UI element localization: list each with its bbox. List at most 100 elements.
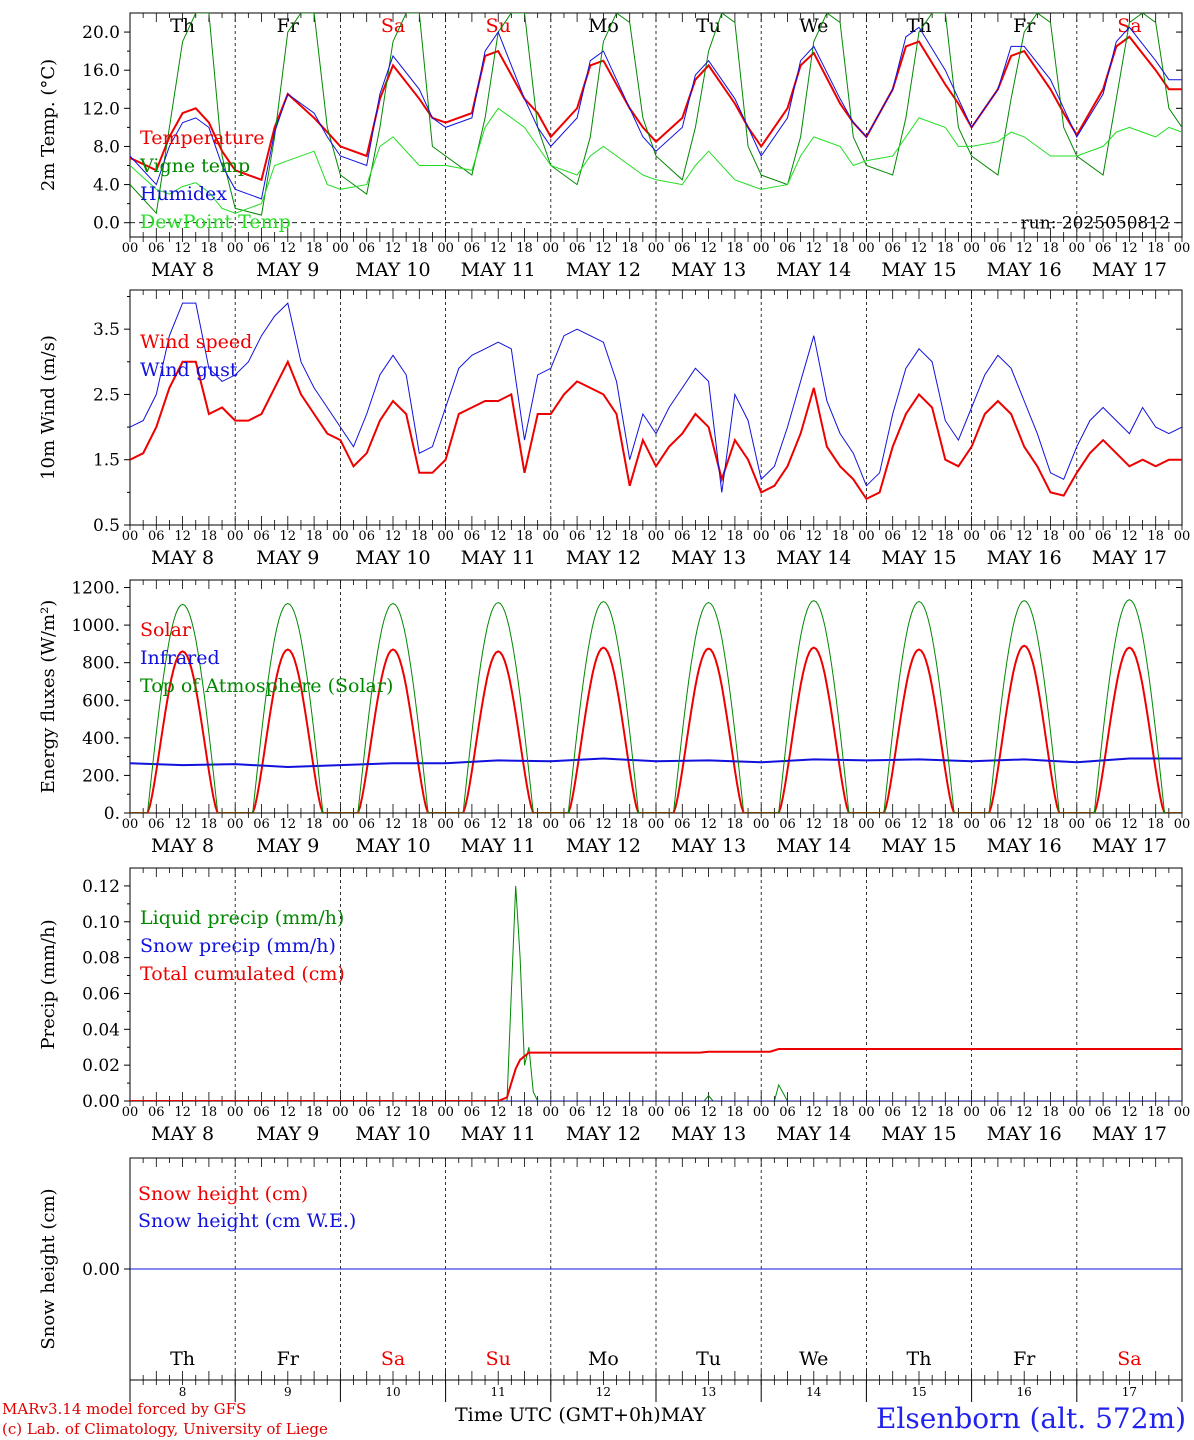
y-tick-label: 0.08 bbox=[82, 949, 120, 969]
x-hour-label: 00 bbox=[1069, 529, 1086, 544]
x-hour-label: 06 bbox=[1095, 241, 1112, 256]
x-hour-label: 18 bbox=[1147, 817, 1164, 832]
x-hour-label: 12 bbox=[280, 529, 297, 544]
x-hour-label: 12 bbox=[1121, 241, 1138, 256]
x-hour-label: 06 bbox=[358, 1105, 375, 1120]
legend-entry: Temperature bbox=[140, 127, 264, 149]
y-tick-label: 0.04 bbox=[82, 1020, 120, 1040]
x-date-label: MAY 16 bbox=[987, 835, 1062, 857]
x-hour-label: 00 bbox=[648, 529, 665, 544]
x-hour-label: 18 bbox=[621, 529, 638, 544]
x-date-label: MAY 12 bbox=[566, 1123, 641, 1145]
y-tick-label: 16.0 bbox=[82, 61, 120, 81]
x-date-label: MAY 17 bbox=[1092, 835, 1167, 857]
y-tick-label: 800. bbox=[82, 654, 120, 674]
x-hour-label: 00 bbox=[332, 529, 349, 544]
x-hour-label: 12 bbox=[174, 241, 191, 256]
x-hour-label: 18 bbox=[201, 817, 218, 832]
series-line bbox=[130, 599, 1182, 813]
x-hour-label: 00 bbox=[227, 817, 244, 832]
x-hour-label: 06 bbox=[358, 241, 375, 256]
x-hour-label: 18 bbox=[201, 529, 218, 544]
x-hour-label: 18 bbox=[1042, 817, 1059, 832]
x-date-label: MAY 13 bbox=[671, 547, 746, 569]
x-date-label: MAY 13 bbox=[671, 835, 746, 857]
x-date-label: MAY 10 bbox=[355, 835, 430, 857]
x-hour-label: 18 bbox=[1042, 1105, 1059, 1120]
x-hour-label: 06 bbox=[569, 529, 586, 544]
y-tick-label: 0.5 bbox=[93, 516, 120, 536]
x-hour-label: 18 bbox=[411, 529, 428, 544]
x-hour-label: 00 bbox=[963, 1105, 980, 1120]
day-name-label: Sa bbox=[1117, 15, 1141, 37]
day-name-label: Sa bbox=[1117, 1348, 1141, 1370]
x-hour-label: 18 bbox=[1147, 241, 1164, 256]
x-hour-label: 12 bbox=[490, 241, 507, 256]
x-date-label: MAY 17 bbox=[1092, 259, 1167, 281]
x-hour-label: 18 bbox=[516, 1105, 533, 1120]
x-hour-label: 18 bbox=[201, 241, 218, 256]
y-tick-label: 0.02 bbox=[82, 1056, 120, 1076]
time-axis-title: Time UTC (GMT+0h)MAY bbox=[455, 1404, 706, 1426]
x-hour-label: 12 bbox=[700, 241, 717, 256]
x-date-label: MAY 11 bbox=[461, 1123, 536, 1145]
y-tick-label: 0.10 bbox=[82, 913, 120, 933]
x-hour-label: 12 bbox=[385, 241, 402, 256]
x-hour-label: 18 bbox=[411, 241, 428, 256]
x-hour-label: 18 bbox=[306, 241, 323, 256]
x-hour-label: 00 bbox=[437, 1105, 454, 1120]
y-tick-label: 400. bbox=[82, 729, 120, 749]
series-line bbox=[130, 359, 1182, 501]
series-line bbox=[130, 757, 1182, 769]
x-hour-label: 12 bbox=[1121, 1105, 1138, 1120]
legend-entry: DewPoint Temp bbox=[140, 211, 291, 233]
x-hour-label: 18 bbox=[1042, 241, 1059, 256]
x-hour-label: 18 bbox=[306, 1105, 323, 1120]
y-tick-label: 12.0 bbox=[82, 99, 120, 119]
legend-entry: Solar bbox=[140, 619, 192, 641]
day-name-label: Tu bbox=[696, 15, 721, 37]
x-hour-label: 12 bbox=[911, 529, 928, 544]
x-hour-label: 12 bbox=[700, 817, 717, 832]
x-hour-label: 12 bbox=[280, 817, 297, 832]
day-name-label: We bbox=[799, 1348, 828, 1370]
x-hour-label: 06 bbox=[464, 529, 481, 544]
day-name-label: Su bbox=[486, 1348, 511, 1370]
legend-entry: Humidex bbox=[140, 183, 227, 205]
x-hour-label: 00 bbox=[963, 817, 980, 832]
x-hour-label: 18 bbox=[832, 241, 849, 256]
x-hour-label: 12 bbox=[806, 529, 823, 544]
y-axis-label: Snow height (cm) bbox=[38, 1188, 59, 1349]
day-name-label: Sa bbox=[381, 15, 405, 37]
y-tick-label: 600. bbox=[82, 691, 120, 711]
x-hour-label: 06 bbox=[779, 529, 796, 544]
x-hour-label: 00 bbox=[437, 529, 454, 544]
x-hour-label: 12 bbox=[385, 529, 402, 544]
day-name-label: Fr bbox=[277, 15, 300, 37]
legend-entry: Liquid precip (mm/h) bbox=[140, 907, 344, 929]
day-number-label: 14 bbox=[806, 1385, 822, 1399]
x-hour-label: 06 bbox=[464, 817, 481, 832]
day-name-label: Fr bbox=[1013, 15, 1036, 37]
x-hour-label: 12 bbox=[490, 817, 507, 832]
day-name-label: Sa bbox=[381, 1348, 405, 1370]
x-hour-label: 12 bbox=[700, 1105, 717, 1120]
x-hour-label: 00 bbox=[227, 1105, 244, 1120]
run-annotation: run: 2025050812 bbox=[1021, 214, 1170, 234]
x-hour-label: 06 bbox=[779, 1105, 796, 1120]
x-hour-label: 06 bbox=[779, 817, 796, 832]
legend-entry: Snow height (cm W.E.) bbox=[138, 1210, 356, 1232]
x-hour-label: 12 bbox=[595, 1105, 612, 1120]
x-hour-label: 00 bbox=[648, 1105, 665, 1120]
x-hour-label: 18 bbox=[621, 241, 638, 256]
x-hour-label: 06 bbox=[464, 241, 481, 256]
x-hour-label: 06 bbox=[779, 241, 796, 256]
legend-entry: Infrared bbox=[140, 647, 220, 669]
x-hour-label: 12 bbox=[911, 1105, 928, 1120]
x-date-label: MAY 12 bbox=[566, 835, 641, 857]
x-hour-label: 06 bbox=[464, 1105, 481, 1120]
y-tick-label: 200. bbox=[82, 766, 120, 786]
x-hour-label: 12 bbox=[385, 817, 402, 832]
legend-entry: Wind gust bbox=[140, 359, 238, 381]
